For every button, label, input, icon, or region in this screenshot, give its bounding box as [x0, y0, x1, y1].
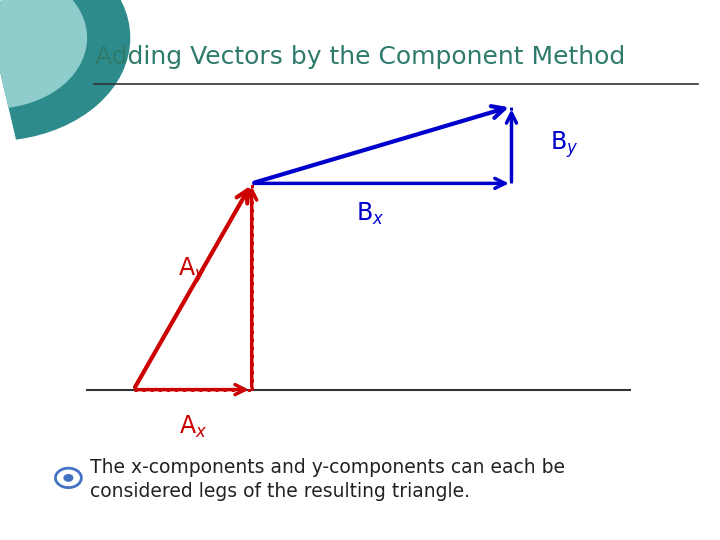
Text: considered legs of the resulting triangle.: considered legs of the resulting triangl… — [90, 482, 470, 501]
Text: Adding Vectors by the Component Method: Adding Vectors by the Component Method — [95, 45, 625, 69]
Text: The x-components and y-components can each be: The x-components and y-components can ea… — [90, 457, 565, 477]
Text: A$_y$: A$_y$ — [179, 256, 207, 286]
Text: A$_x$: A$_x$ — [179, 414, 207, 440]
Wedge shape — [0, 0, 130, 139]
Text: B$_y$: B$_y$ — [550, 130, 579, 160]
Text: B$_x$: B$_x$ — [356, 201, 384, 227]
Circle shape — [64, 475, 73, 481]
Wedge shape — [0, 0, 86, 107]
